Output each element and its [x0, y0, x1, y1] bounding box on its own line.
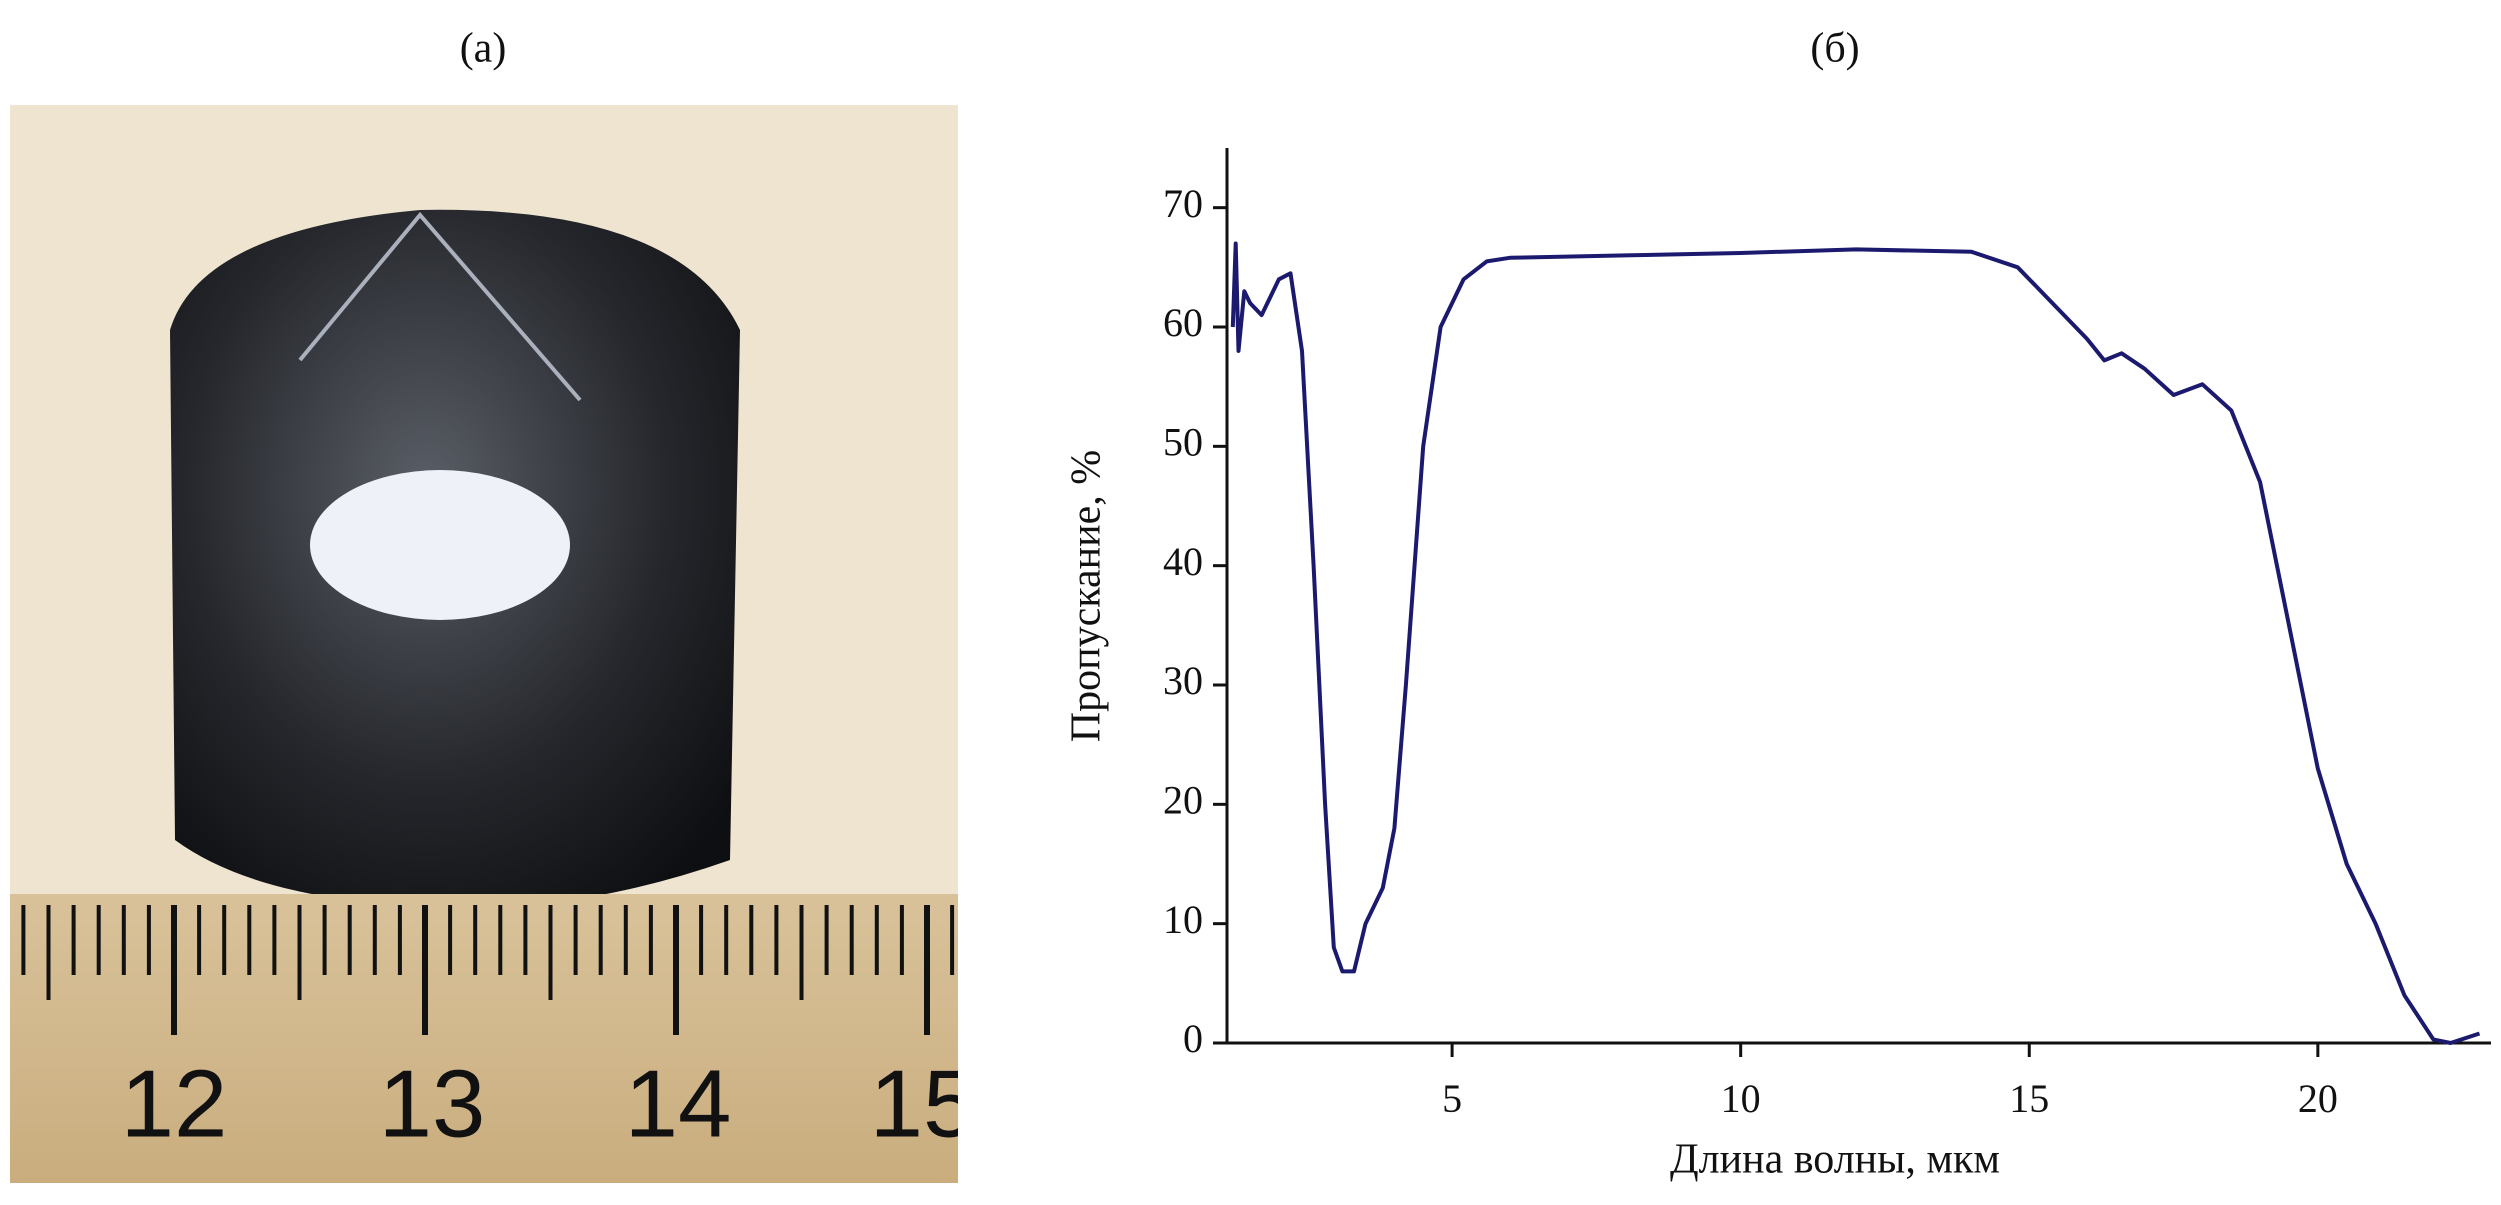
ruler-label: 12: [121, 1050, 228, 1157]
y-tick-label: 10: [1163, 897, 1203, 942]
ruler-label: 14: [625, 1050, 732, 1157]
line-series: [1230, 241, 2481, 1045]
y-tick-label: 30: [1163, 658, 1203, 703]
reflection: [310, 470, 570, 620]
y-axis-title: Пропускание, %: [1064, 450, 1110, 742]
x-tick-label: 10: [1721, 1076, 1761, 1121]
panel-label: (б): [1810, 26, 1859, 72]
ruler-label: 13: [379, 1050, 486, 1157]
y-tick-label: 40: [1163, 539, 1203, 584]
y-tick-label: 50: [1163, 420, 1203, 465]
y-tick-label: 70: [1163, 181, 1203, 226]
panel-label: (а): [460, 26, 507, 72]
y-tick-label: 20: [1163, 778, 1203, 823]
x-tick-label: 5: [1442, 1076, 1462, 1121]
y-tick-label: 60: [1163, 300, 1203, 345]
ruler-label: 15: [870, 1050, 977, 1157]
y-tick-label: 0: [1183, 1016, 1203, 1061]
x-axis-title: Длина волны, мкм: [1670, 1137, 2000, 1183]
photo: 12 13 14 15: [10, 105, 977, 1183]
x-tick-label: 20: [2298, 1076, 2338, 1121]
x-tick-label: 15: [2009, 1076, 2049, 1121]
facet: [298, 211, 582, 402]
